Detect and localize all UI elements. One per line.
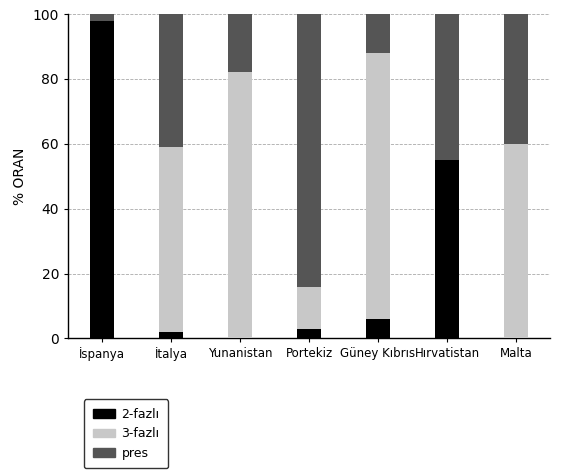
Bar: [90, 14, 114, 21]
Bar: [366, 319, 390, 338]
Bar: [90, 21, 114, 338]
Bar: [297, 14, 321, 287]
Legend: 2-fazlı, 3-fazlı, pres: 2-fazlı, 3-fazlı, pres: [84, 400, 168, 469]
Bar: [366, 53, 390, 319]
Y-axis label: % ORAN: % ORAN: [13, 148, 27, 205]
Bar: [159, 14, 183, 147]
Bar: [504, 14, 528, 144]
Bar: [504, 144, 528, 338]
Bar: [228, 72, 252, 338]
Bar: [297, 287, 321, 329]
Bar: [159, 332, 183, 338]
Bar: [159, 147, 183, 332]
Bar: [366, 14, 390, 53]
Bar: [297, 329, 321, 338]
Bar: [228, 14, 252, 72]
Bar: [435, 160, 459, 338]
Bar: [435, 14, 459, 160]
